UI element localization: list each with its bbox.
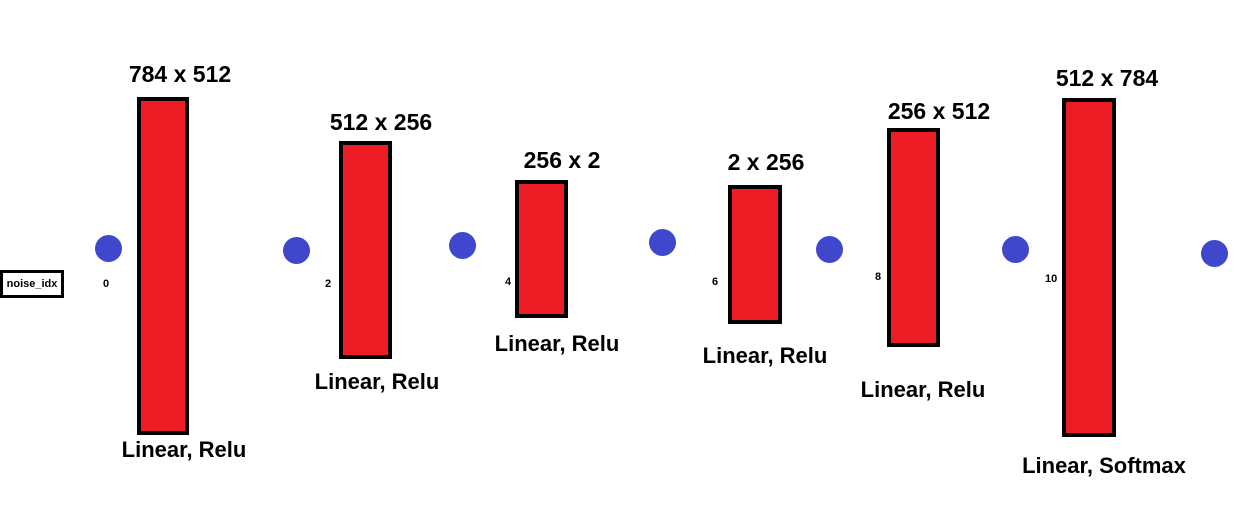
- input-label: noise_idx: [6, 278, 58, 290]
- input-label-box: noise_idx: [0, 270, 64, 298]
- index-label-1: 2: [325, 278, 332, 290]
- layer-5-block: [887, 128, 940, 347]
- layer-4-dims: 2 x 256: [727, 149, 805, 175]
- node-1: [283, 237, 310, 264]
- layer-2-activation: Linear, Relu: [314, 369, 440, 394]
- layer-2-dims: 512 x 256: [329, 109, 433, 135]
- node-4: [816, 236, 843, 263]
- layer-1-activation: Linear, Relu: [121, 437, 247, 462]
- layer-1-block: [137, 97, 189, 435]
- layer-4-block: [728, 185, 782, 324]
- index-label-2: 4: [505, 276, 512, 288]
- node-0: [95, 235, 122, 262]
- layer-5-dims: 256 x 512: [887, 98, 991, 124]
- index-label-0: 0: [103, 278, 110, 290]
- index-label-3: 6: [712, 276, 719, 288]
- layer-5-activation: Linear, Relu: [860, 377, 986, 402]
- layer-6-dims: 512 x 784: [1055, 65, 1159, 91]
- node-2: [449, 232, 476, 259]
- layer-6-activation: Linear, Softmax: [1022, 453, 1186, 478]
- node-5: [1002, 236, 1029, 263]
- layer-3-block: [515, 180, 568, 318]
- layer-1-dims: 784 x 512: [128, 61, 232, 87]
- index-label-4: 8: [875, 271, 882, 283]
- index-label-5: 10: [1045, 273, 1058, 285]
- layer-6-block: [1062, 98, 1116, 437]
- layer-3-activation: Linear, Relu: [494, 331, 620, 356]
- node-3: [649, 229, 676, 256]
- layer-3-dims: 256 x 2: [523, 147, 601, 173]
- node-6: [1201, 240, 1228, 267]
- layer-2-block: [339, 141, 392, 359]
- layer-4-activation: Linear, Relu: [702, 343, 828, 368]
